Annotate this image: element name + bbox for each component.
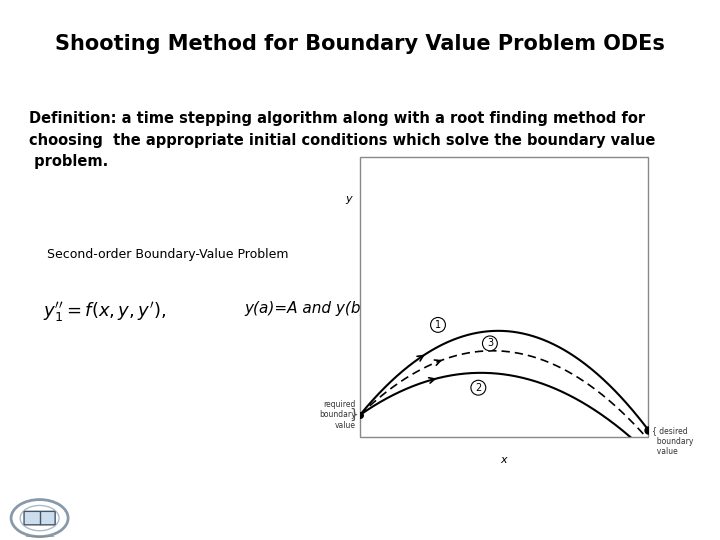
Text: required
boundary
value: required boundary value xyxy=(319,400,356,430)
Text: Second-order Boundary-Value Problem: Second-order Boundary-Value Problem xyxy=(47,248,288,261)
Bar xyxy=(360,157,648,437)
Text: 1: 1 xyxy=(435,320,441,330)
Text: x: x xyxy=(500,455,508,465)
Text: y(a)=A and y(b)=B: y(a)=A and y(b)=B xyxy=(245,301,390,316)
Text: Shooting Method for Boundary Value Problem ODEs: Shooting Method for Boundary Value Probl… xyxy=(55,34,665,55)
Text: $y_1''= f(x, y, y'),$: $y_1''= f(x, y, y'),$ xyxy=(43,300,166,323)
Text: { desired
  boundary
  value: { desired boundary value xyxy=(652,427,693,456)
Text: ─────────: ───────── xyxy=(25,535,54,540)
Text: Definition: a time stepping algorithm along with a root finding method for
choos: Definition: a time stepping algorithm al… xyxy=(29,111,655,169)
Text: 2: 2 xyxy=(475,383,482,393)
Text: }: } xyxy=(350,408,359,422)
FancyBboxPatch shape xyxy=(24,511,55,525)
Text: y: y xyxy=(345,194,352,204)
Text: 3: 3 xyxy=(487,339,493,348)
